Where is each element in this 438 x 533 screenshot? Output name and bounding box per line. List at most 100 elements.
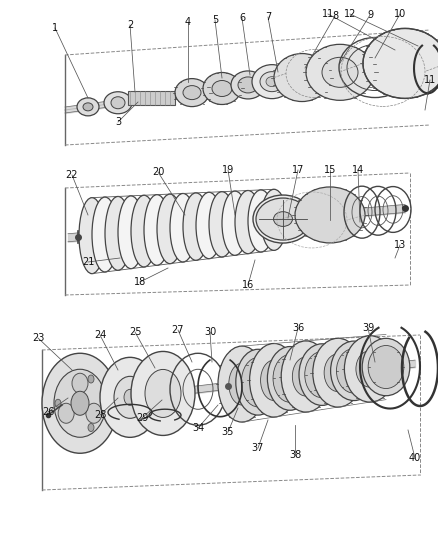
- Ellipse shape: [212, 80, 232, 96]
- Ellipse shape: [92, 197, 118, 272]
- Ellipse shape: [183, 193, 209, 260]
- Text: 30: 30: [204, 327, 216, 337]
- Ellipse shape: [250, 343, 298, 417]
- Ellipse shape: [118, 196, 144, 269]
- Ellipse shape: [83, 103, 93, 111]
- Text: 21: 21: [82, 257, 94, 267]
- Text: 22: 22: [66, 170, 78, 180]
- Ellipse shape: [203, 72, 241, 104]
- Ellipse shape: [248, 190, 274, 252]
- Ellipse shape: [313, 338, 363, 407]
- Ellipse shape: [218, 346, 266, 422]
- Text: 3: 3: [115, 117, 121, 127]
- Text: 27: 27: [172, 325, 184, 335]
- Ellipse shape: [368, 345, 404, 389]
- Text: 35: 35: [222, 427, 234, 437]
- Text: 34: 34: [192, 423, 204, 433]
- Text: 37: 37: [252, 443, 264, 453]
- Ellipse shape: [336, 349, 371, 393]
- Ellipse shape: [362, 338, 410, 395]
- Ellipse shape: [261, 360, 287, 400]
- Text: 15: 15: [324, 165, 336, 175]
- Ellipse shape: [131, 195, 157, 267]
- Ellipse shape: [253, 195, 313, 243]
- Ellipse shape: [306, 44, 374, 100]
- Ellipse shape: [131, 351, 195, 435]
- Text: 12: 12: [344, 9, 356, 19]
- Ellipse shape: [322, 58, 358, 87]
- Ellipse shape: [104, 92, 132, 114]
- Text: 6: 6: [239, 13, 245, 23]
- Ellipse shape: [238, 77, 258, 93]
- Text: 24: 24: [94, 330, 106, 340]
- Ellipse shape: [124, 389, 136, 405]
- Text: 10: 10: [394, 9, 406, 19]
- Ellipse shape: [268, 346, 313, 410]
- Text: 5: 5: [212, 15, 218, 25]
- Text: 29: 29: [136, 413, 148, 423]
- Text: 9: 9: [367, 10, 373, 20]
- Ellipse shape: [209, 192, 235, 257]
- Text: 28: 28: [94, 410, 106, 420]
- Text: 16: 16: [242, 280, 254, 290]
- Ellipse shape: [256, 198, 310, 240]
- Ellipse shape: [105, 197, 131, 270]
- Ellipse shape: [331, 341, 378, 401]
- Ellipse shape: [183, 86, 201, 100]
- Text: 2: 2: [127, 20, 133, 30]
- Ellipse shape: [144, 195, 170, 265]
- Text: 1: 1: [52, 23, 58, 33]
- Text: 36: 36: [292, 323, 304, 333]
- Ellipse shape: [229, 363, 255, 405]
- Ellipse shape: [235, 190, 261, 254]
- Text: 14: 14: [352, 165, 364, 175]
- Ellipse shape: [274, 212, 293, 227]
- Ellipse shape: [260, 71, 284, 92]
- Ellipse shape: [363, 28, 438, 99]
- Ellipse shape: [299, 344, 345, 406]
- Ellipse shape: [100, 357, 160, 438]
- Text: 20: 20: [152, 167, 164, 177]
- Text: 40: 40: [409, 453, 421, 463]
- Ellipse shape: [344, 336, 396, 402]
- Ellipse shape: [356, 351, 384, 387]
- Ellipse shape: [114, 376, 146, 418]
- Ellipse shape: [292, 357, 320, 396]
- Text: 23: 23: [32, 333, 44, 343]
- Text: 11: 11: [424, 75, 436, 85]
- Ellipse shape: [79, 198, 105, 273]
- Ellipse shape: [42, 353, 118, 453]
- Ellipse shape: [55, 399, 61, 407]
- Text: 18: 18: [134, 277, 146, 287]
- Ellipse shape: [58, 403, 74, 423]
- Ellipse shape: [145, 369, 181, 417]
- Bar: [128, 91, 175, 104]
- Ellipse shape: [175, 78, 209, 107]
- Text: 26: 26: [42, 407, 54, 417]
- Text: 7: 7: [265, 12, 271, 22]
- Ellipse shape: [231, 71, 265, 99]
- Ellipse shape: [54, 369, 106, 437]
- Ellipse shape: [273, 354, 307, 402]
- Ellipse shape: [72, 373, 88, 393]
- Ellipse shape: [88, 375, 94, 383]
- Ellipse shape: [266, 77, 278, 87]
- Text: 13: 13: [394, 240, 406, 250]
- Ellipse shape: [281, 341, 331, 412]
- Text: 8: 8: [332, 11, 338, 21]
- Text: 38: 38: [289, 450, 301, 460]
- Ellipse shape: [157, 194, 183, 264]
- Ellipse shape: [305, 351, 339, 398]
- Text: 25: 25: [129, 327, 141, 337]
- Ellipse shape: [324, 354, 352, 392]
- Ellipse shape: [196, 192, 222, 259]
- Ellipse shape: [77, 98, 99, 116]
- Ellipse shape: [236, 349, 280, 415]
- Ellipse shape: [71, 391, 89, 415]
- Ellipse shape: [252, 64, 292, 99]
- Text: 4: 4: [185, 17, 191, 27]
- Ellipse shape: [170, 193, 196, 262]
- Ellipse shape: [261, 189, 287, 251]
- Ellipse shape: [88, 424, 94, 432]
- Text: 19: 19: [222, 165, 234, 175]
